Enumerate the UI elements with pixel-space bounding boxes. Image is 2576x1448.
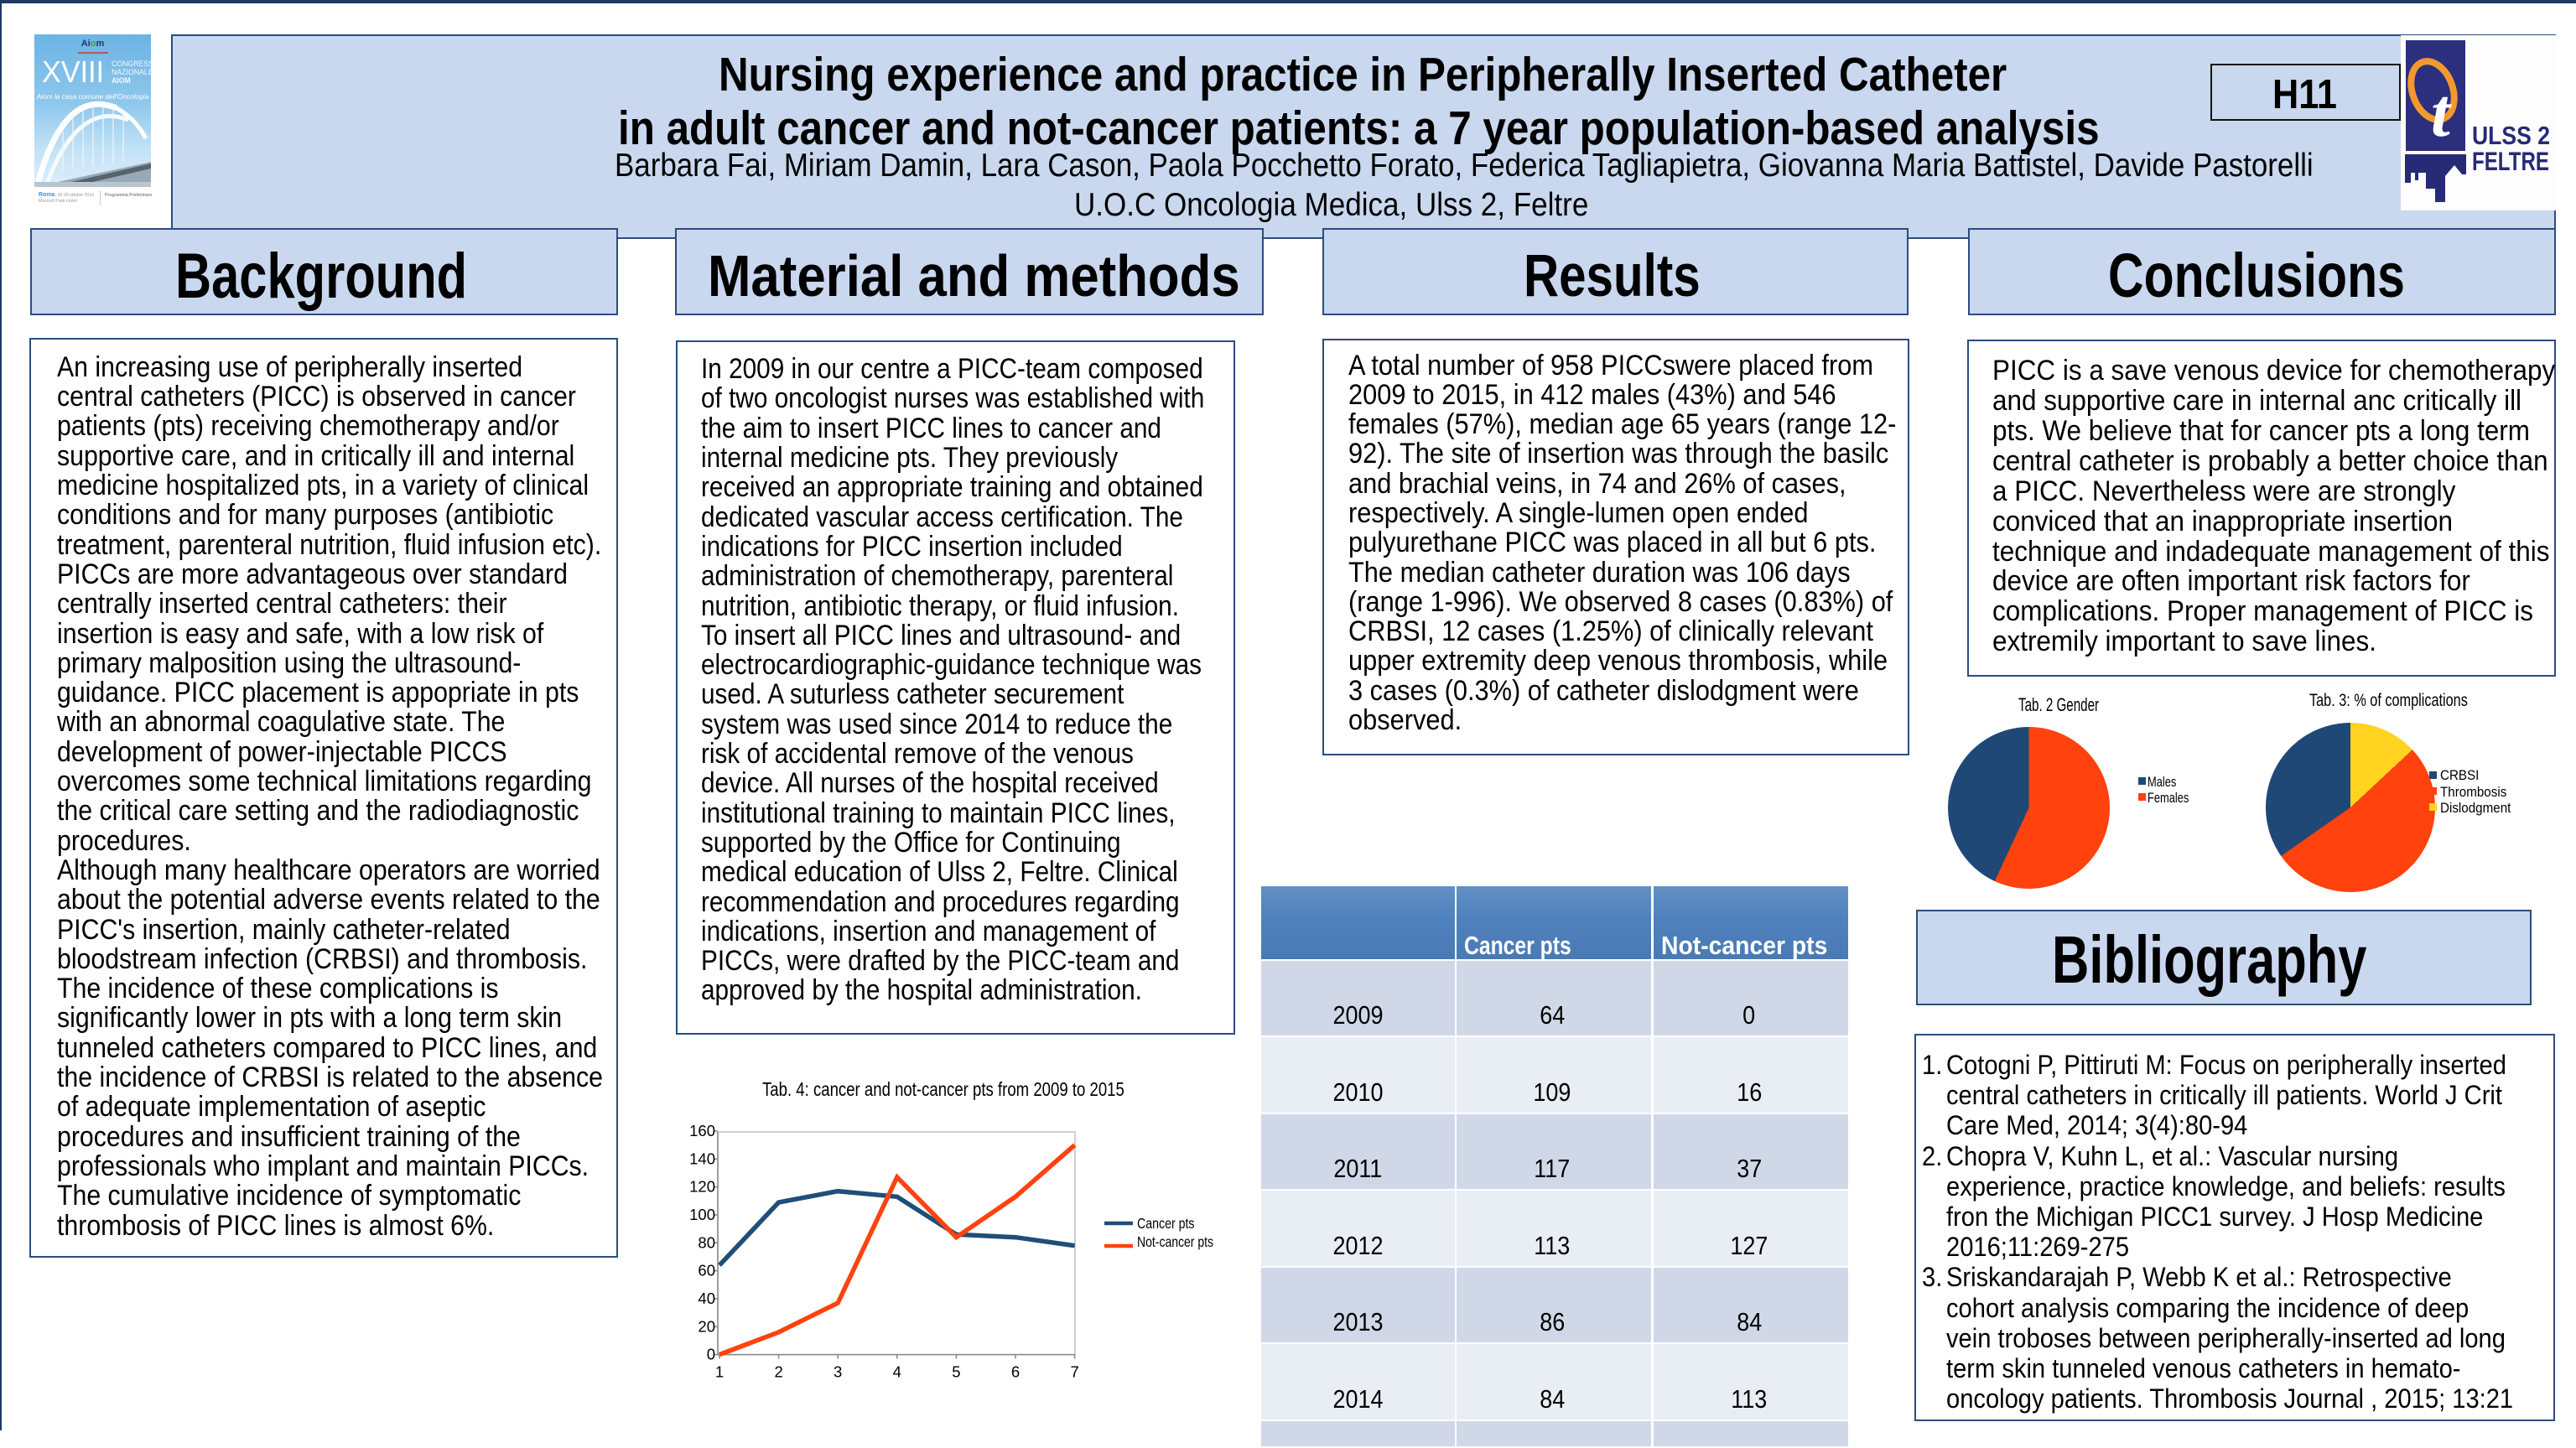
svg-text:100: 100 [689, 1206, 715, 1223]
svg-text:7: 7 [1070, 1363, 1078, 1381]
svg-text:20: 20 [698, 1317, 715, 1335]
svg-text:40: 40 [698, 1290, 715, 1307]
svg-text:160: 160 [689, 1122, 715, 1139]
svg-text:60: 60 [698, 1262, 715, 1279]
svg-text:2: 2 [774, 1363, 782, 1381]
svg-text:6: 6 [1011, 1363, 1020, 1381]
svg-text:0: 0 [707, 1346, 715, 1363]
svg-text:140: 140 [689, 1150, 715, 1167]
svg-text:4: 4 [893, 1363, 901, 1381]
svg-text:1: 1 [715, 1363, 724, 1381]
svg-text:80: 80 [698, 1233, 715, 1251]
svg-text:5: 5 [952, 1363, 960, 1381]
svg-text:120: 120 [689, 1178, 715, 1196]
svg-text:3: 3 [834, 1363, 842, 1381]
